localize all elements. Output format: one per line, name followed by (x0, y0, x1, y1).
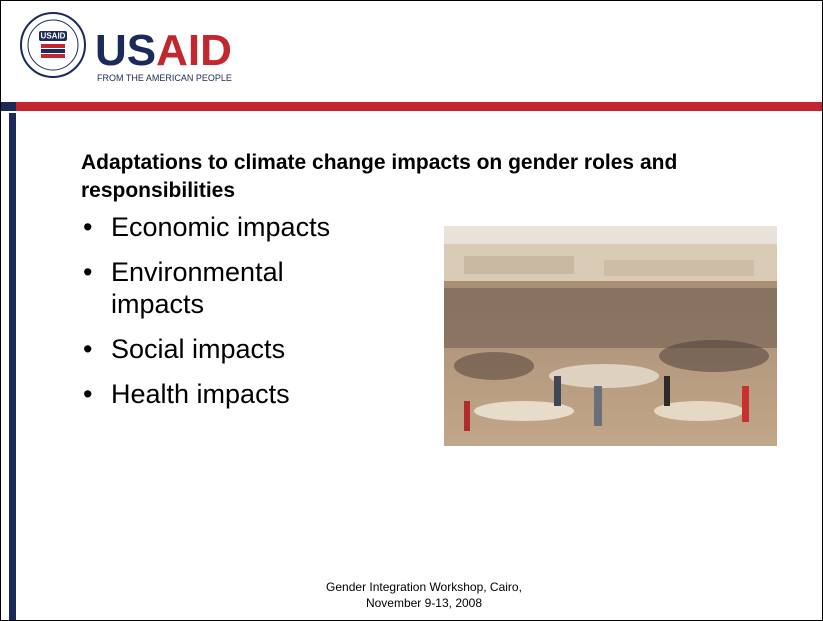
bullet: Health impacts (83, 378, 351, 410)
header-rule (1, 102, 822, 111)
photo-crowd-group (454, 352, 534, 380)
photo-crowd-group (659, 340, 769, 372)
logo-tagline: FROM THE AMERICAN PEOPLE (97, 73, 232, 83)
seal-stripe (41, 49, 65, 53)
slide-title: Adaptations to climate change impacts on… (81, 149, 761, 205)
bullet: Economic impacts (83, 211, 351, 243)
footer-line: Gender Integration Workshop, Cairo, (224, 579, 624, 595)
bullet: Social impacts (83, 333, 351, 365)
bullet: Environmental impacts (83, 256, 351, 320)
photo-person (594, 386, 602, 426)
page: USAID USAID FROM THE AMERICAN PEOPLE Ada… (0, 0, 823, 621)
logo-wordmark: USAID (95, 26, 232, 75)
seal-stripe (41, 54, 65, 58)
header-rule-accent (1, 102, 16, 111)
bullet-list: Economic impacts Environmental impacts S… (83, 211, 383, 423)
photo-person (554, 376, 561, 406)
logo-aid: AID (156, 26, 232, 75)
left-bar (9, 113, 16, 620)
photo-person (742, 386, 749, 422)
photo-sheep (549, 364, 659, 388)
logo: USAID USAID FROM THE AMERICAN PEOPLE (19, 11, 259, 87)
seal-label: USAID (41, 32, 66, 41)
footer: Gender Integration Workshop, Cairo, Nove… (224, 579, 624, 611)
photo-crowd-band (444, 288, 777, 348)
market-photo (444, 226, 777, 446)
footer-line: November 9-13, 2008 (224, 595, 624, 611)
slide: USAID USAID FROM THE AMERICAN PEOPLE Ada… (0, 0, 823, 621)
seal-stripe (41, 44, 65, 48)
photo-building (464, 256, 574, 274)
logo-us: US (95, 26, 156, 75)
photo-building (604, 260, 754, 276)
photo-person (464, 401, 470, 431)
photo-person (664, 376, 670, 406)
